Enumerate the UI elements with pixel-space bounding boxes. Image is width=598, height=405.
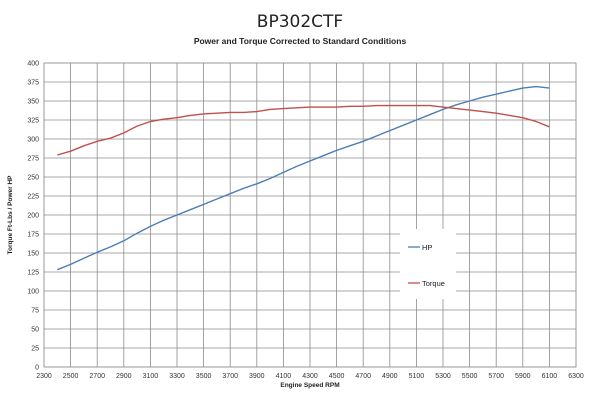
y-tick-label: 275 (27, 156, 39, 163)
y-tick-label: 250 (27, 175, 39, 182)
y-tick-label: 300 (27, 137, 39, 144)
x-tick-label: 4300 (302, 373, 318, 380)
y-tick-label: 350 (27, 99, 39, 106)
x-tick-label: 4900 (382, 373, 398, 380)
grid-lines (44, 63, 576, 367)
x-tick-label: 5900 (515, 373, 531, 380)
y-tick-label: 25 (31, 346, 39, 353)
x-axis-label: Engine Speed RPM (280, 382, 339, 389)
x-tick-label: 2700 (89, 373, 105, 380)
chart-title: BP302CTF (257, 12, 343, 32)
x-tick-label: 6300 (568, 373, 584, 380)
y-tick-label: 375 (27, 80, 39, 87)
series-line-torque (57, 104, 550, 156)
x-tick-label: 6100 (542, 373, 558, 380)
tick-labels: 2300 2500 2700 2900 3100 3300 3500 3700 3900 4100… (27, 61, 584, 381)
legend-box (400, 229, 456, 299)
legend-label-torque: Torque (422, 279, 445, 288)
x-tick-label: 3100 (143, 373, 159, 380)
y-tick-label: 150 (27, 251, 39, 258)
y-tick-label: 200 (27, 213, 39, 220)
legend: HP Torque (400, 229, 456, 299)
series-lines (57, 85, 550, 271)
y-tick-label: 0 (35, 365, 39, 372)
y-tick-label: 225 (27, 194, 39, 201)
y-tick-label: 325 (27, 118, 39, 125)
x-tick-label: 3500 (196, 373, 212, 380)
x-tick-label: 2500 (63, 373, 79, 380)
x-tick-label: 5700 (488, 373, 504, 380)
y-tick-label: 125 (27, 270, 39, 277)
chart-subtitle: Power and Torque Corrected to Standard C… (194, 36, 407, 46)
legend-label-hp: HP (422, 243, 432, 252)
x-tick-label: 5500 (462, 373, 478, 380)
x-tick-label: 2300 (36, 373, 52, 380)
x-tick-label: 2900 (116, 373, 132, 380)
x-tick-label: 4700 (355, 373, 371, 380)
x-tick-label: 5300 (435, 373, 451, 380)
x-tick-label: 3700 (222, 373, 238, 380)
y-tick-label: 175 (27, 232, 39, 239)
series-line-hp (57, 85, 550, 271)
y-axis-label: Torque Ft-Lbs / Power HP (7, 175, 14, 255)
y-tick-label: 75 (31, 308, 39, 315)
x-tick-label: 3900 (249, 373, 265, 380)
x-tick-label: 4500 (329, 373, 345, 380)
x-tick-label: 3300 (169, 373, 185, 380)
y-tick-label: 400 (27, 61, 39, 68)
y-tick-label: 100 (27, 289, 39, 296)
y-tick-label: 50 (31, 327, 39, 334)
x-tick-label: 4100 (276, 373, 292, 380)
x-tick-label: 5100 (409, 373, 425, 380)
